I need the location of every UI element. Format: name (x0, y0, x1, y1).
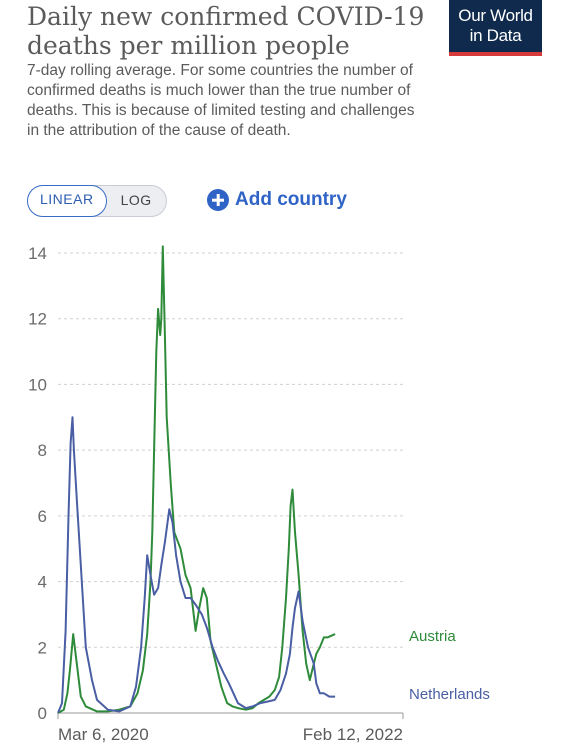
y-tick-label: 8 (38, 441, 47, 460)
owid-logo[interactable]: Our World in Data (449, 0, 542, 56)
y-tick-label: 6 (38, 507, 47, 526)
plus-circle-icon (207, 189, 229, 211)
chart-title: Daily new confirmed COVID-19 deaths per … (27, 2, 425, 60)
logo-line-2: in Data (469, 26, 522, 45)
y-tick-label: 12 (28, 310, 47, 329)
line-chart: 0 2 4 6 8 10 12 14 Mar 6, 2020 Feb 12, 2022 Aust… (28, 244, 490, 744)
x-tick-label-end: Feb 12, 2022 (303, 725, 403, 744)
log-scale-button[interactable]: LOG (120, 192, 152, 208)
y-tick-label: 4 (38, 573, 47, 592)
y-axis-ticks: 0 2 4 6 8 10 12 14 (28, 244, 47, 723)
series-lines (57, 245, 336, 714)
y-tick-label: 0 (38, 704, 47, 723)
series-label-austria[interactable]: Austria (409, 628, 456, 645)
x-tick-label-start: Mar 6, 2020 (58, 725, 149, 744)
linear-scale-button[interactable]: LINEAR (27, 185, 107, 217)
series-label-netherlands[interactable]: Netherlands (409, 686, 490, 703)
chart-subtitle: 7-day rolling average. For some countrie… (27, 62, 415, 139)
x-axis: Mar 6, 2020 Feb 12, 2022 (57, 712, 404, 744)
add-country-button[interactable]: Add country (207, 185, 347, 215)
gridlines (58, 252, 403, 648)
y-tick-label: 2 (38, 638, 47, 657)
scale-toggle: LINEAR LOG (27, 185, 167, 217)
series-labels: Austria Netherlands (409, 628, 490, 703)
y-tick-label: 14 (28, 244, 47, 263)
series-line-austria[interactable] (57, 245, 336, 714)
y-tick-label: 10 (28, 375, 47, 394)
logo-line-1: Our World (458, 6, 533, 25)
add-country-label: Add country (235, 189, 347, 210)
series-line-netherlands[interactable] (57, 416, 336, 714)
